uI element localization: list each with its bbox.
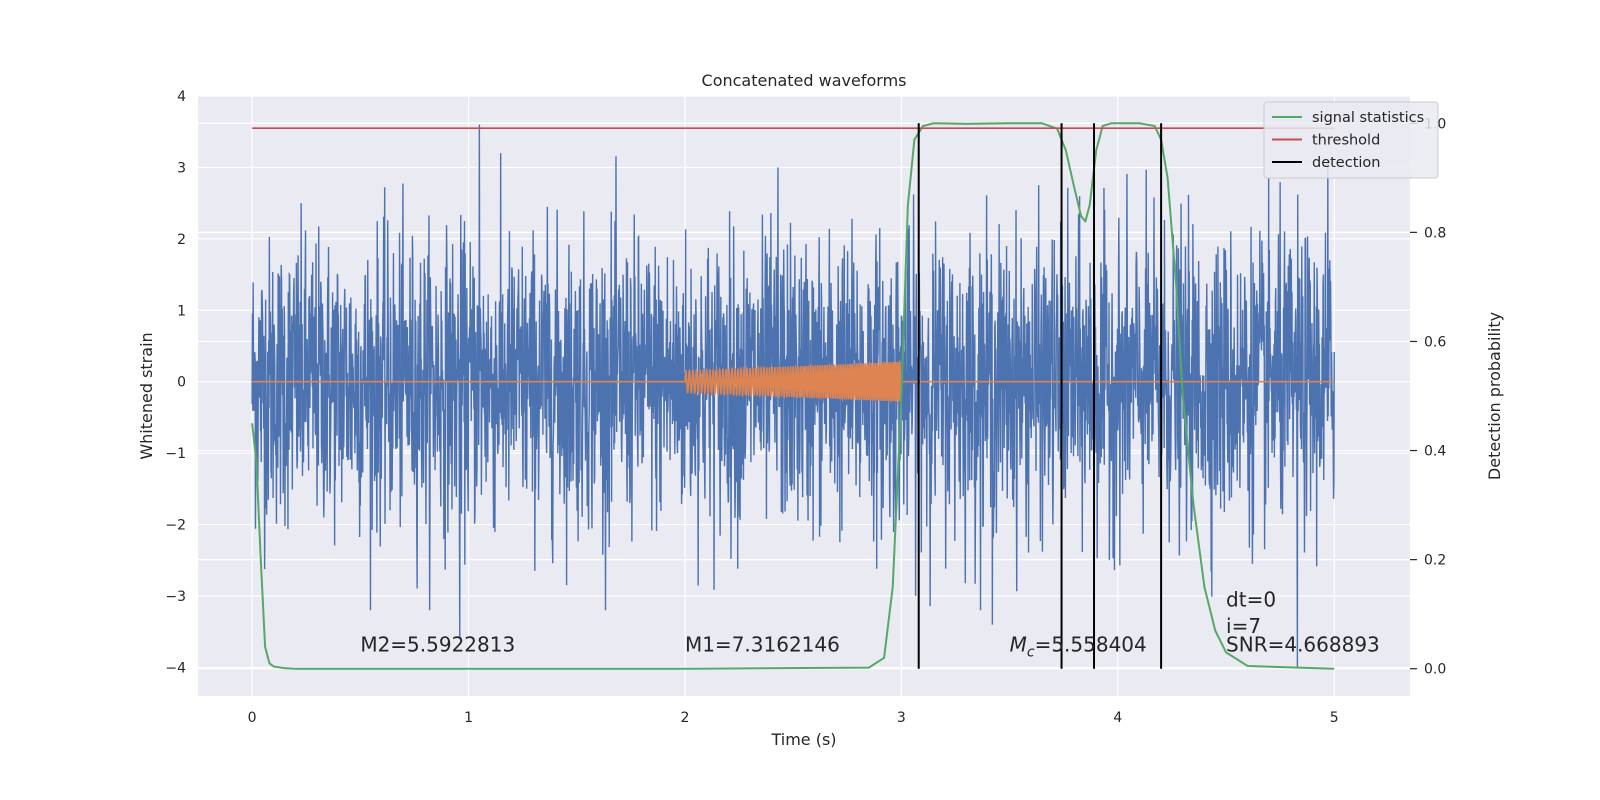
series-whitened-strain-line [251,124,1335,668]
annotation-text: dt=0 [1226,588,1276,612]
x-tick-label: 1 [464,710,473,726]
y-tick-label-right: 0.4 [1424,444,1446,460]
x-tick-label: 4 [1113,710,1122,726]
x-tick-label: 3 [897,710,906,726]
y-tick-label-right: 0.2 [1424,553,1446,569]
legend-box [1263,101,1439,179]
annotation-text: SNR=4.668893 [1226,633,1380,657]
y-tick-label-left: −3 [165,589,186,605]
chart-title: Concatenated waveforms [702,71,907,90]
annotations: M2=5.5922813 M1=7.3162146 Mc=5.558404 dt=0i… [360,588,1379,661]
y-tick-label-left: 3 [177,160,186,176]
y-axis-label-right: Detection probability [1485,312,1504,480]
series-chirp-line [252,359,1335,404]
annotation-text: M2=5.5922813 [360,633,515,657]
x-axis-label: Time (s) [770,730,836,749]
x-tick-label: 2 [681,710,690,726]
legend-label-threshold: threshold [1312,133,1380,149]
legend-label-detection: detection [1312,155,1380,171]
y-tick-label-left: 4 [177,89,186,105]
y-tick-label-left: −4 [165,660,186,676]
x-tick-label: 5 [1330,710,1339,726]
legend: signal statistics threshold detection [1263,101,1439,179]
y-tick-label-left: −1 [165,446,186,462]
y-tick-label-left: 1 [177,303,186,319]
y-axis-label-left: Whitened strain [137,332,156,459]
y-tick-label-right: 0.6 [1424,334,1446,350]
annotation-text: i=7 [1226,614,1261,638]
series-layer [251,122,1335,670]
legend-label-signal-statistics: signal statistics [1312,110,1424,126]
annotation-text: Mc=5.558404 [1010,633,1147,661]
annotation-text: M1=7.3162146 [685,633,840,657]
y-tick-label-left: 0 [177,375,186,391]
y-tick-label-left: 2 [177,232,186,248]
y-tick-label-right: 0.0 [1424,662,1446,678]
y-tick-label-right: 0.8 [1424,225,1446,241]
y-tick-label-left: −2 [165,518,186,534]
x-tick-label: 0 [248,710,257,726]
